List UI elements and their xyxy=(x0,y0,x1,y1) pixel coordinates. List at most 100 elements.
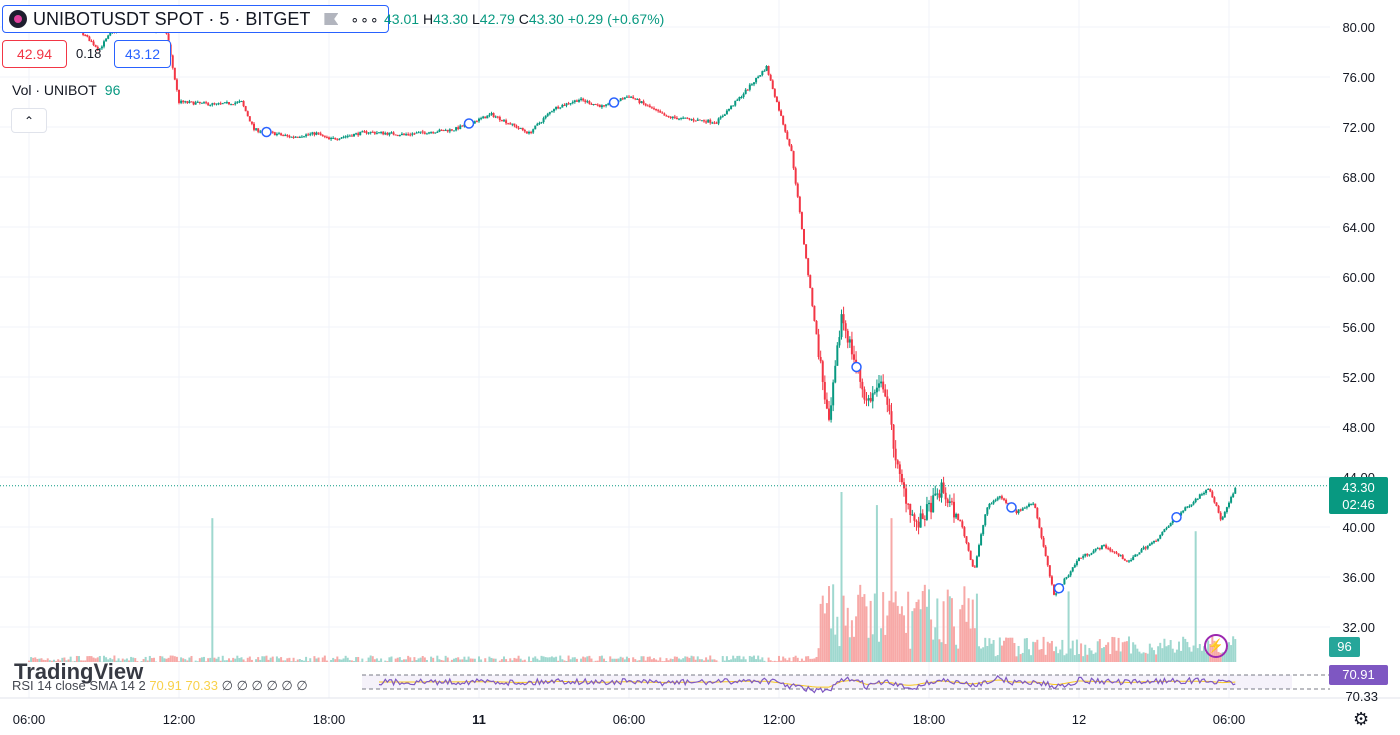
volume-bar xyxy=(707,659,710,662)
candle-body xyxy=(690,119,693,121)
price-tick-label: 60.00 xyxy=(1342,270,1375,285)
buy-button[interactable]: 43.12 xyxy=(114,40,171,68)
candle-body xyxy=(1230,497,1233,503)
price-tick-label: 48.00 xyxy=(1342,420,1375,435)
volume-bar xyxy=(996,655,999,662)
candle-body xyxy=(488,114,491,116)
candle-body xyxy=(859,368,862,382)
volume-bar xyxy=(798,660,801,662)
volume-bar xyxy=(961,604,964,662)
candle-body xyxy=(919,513,922,528)
volume-bar xyxy=(150,658,153,662)
volume-bar xyxy=(57,659,60,662)
event-markers xyxy=(261,97,1182,594)
candle-body xyxy=(315,132,318,135)
volume-bar xyxy=(1153,650,1155,662)
candle-body xyxy=(965,536,968,544)
candle-body xyxy=(780,110,783,116)
volume-bar xyxy=(1090,650,1093,662)
volume-bar xyxy=(763,660,766,662)
volume-bar xyxy=(734,658,737,662)
candle-body xyxy=(817,334,820,357)
candle-body xyxy=(1217,505,1220,513)
candle-body xyxy=(907,503,910,505)
candle-body xyxy=(1125,560,1128,562)
candle-body xyxy=(736,99,739,101)
volume-bar xyxy=(323,655,326,662)
candle-body xyxy=(1046,556,1049,566)
volume-bar xyxy=(98,655,101,662)
price-tick-label: 40.00 xyxy=(1342,520,1375,535)
candle-body xyxy=(1078,557,1080,562)
volume-bar xyxy=(494,658,497,662)
volume-bar xyxy=(244,661,247,662)
volume-bar xyxy=(990,643,993,662)
volume-bar xyxy=(465,659,468,662)
candle-body xyxy=(905,488,908,504)
volume-bar xyxy=(1092,653,1095,662)
volume-bar xyxy=(232,657,235,662)
volume-bar xyxy=(213,657,216,662)
volume-bar xyxy=(882,592,885,662)
candle-body xyxy=(1098,548,1101,550)
volume-bar xyxy=(1105,644,1108,662)
volume-bar xyxy=(225,660,228,662)
volume-bar xyxy=(669,658,672,662)
candle-body xyxy=(421,131,424,133)
candle-body xyxy=(934,493,937,496)
volume-bar xyxy=(636,660,639,662)
volume-bar xyxy=(861,596,864,662)
candle-body xyxy=(865,399,868,401)
volume-bar xyxy=(919,609,922,662)
candle-body xyxy=(630,96,633,98)
candle-body xyxy=(553,109,555,112)
volume-bar xyxy=(786,660,789,662)
sell-button[interactable]: 42.94 xyxy=(2,40,67,68)
candle-body xyxy=(844,323,847,331)
collapse-legend-button[interactable]: ⌃ xyxy=(11,108,47,133)
candle-body xyxy=(984,514,987,526)
volume-bar xyxy=(994,656,997,662)
volume-bar xyxy=(307,661,310,662)
volume-bar xyxy=(275,656,278,662)
candle-body xyxy=(921,513,924,520)
candle-body xyxy=(1075,561,1078,565)
volume-bar xyxy=(259,659,262,662)
volume-bar xyxy=(888,600,891,662)
volume-bar xyxy=(450,659,453,662)
volume-bar xyxy=(805,656,808,662)
candle-body xyxy=(1000,496,1003,499)
last-price-value: 43.30 xyxy=(1342,480,1375,495)
volume-bar xyxy=(832,584,835,662)
volume-bar xyxy=(648,656,651,662)
candle-body xyxy=(988,503,991,508)
candle-body xyxy=(565,103,568,106)
candle-body xyxy=(1167,526,1170,528)
flag-icon[interactable] xyxy=(324,13,339,25)
volume-bar xyxy=(815,656,818,662)
settings-icon[interactable]: ⚙ xyxy=(1353,709,1370,729)
volume-bar xyxy=(1044,654,1047,662)
volume-bar xyxy=(115,660,118,662)
volume-bar xyxy=(728,660,730,662)
more-options-icon[interactable]: ∘∘∘ xyxy=(350,10,380,27)
candle-body xyxy=(319,133,322,136)
candle-body xyxy=(1030,503,1033,505)
candle-body xyxy=(494,116,497,118)
volume-bar xyxy=(530,661,533,662)
candle-body xyxy=(398,135,401,137)
volume-bar xyxy=(594,660,597,662)
symbol-search-box[interactable]: UNIBOTUSDT SPOT · 5 · BITGET ∘∘∘ xyxy=(2,5,389,33)
volume-bar xyxy=(830,628,833,662)
candle-body xyxy=(632,96,635,99)
lightning-icon[interactable]: ⚡ xyxy=(1204,634,1228,658)
candle-body xyxy=(532,129,535,133)
candle-body xyxy=(975,556,978,568)
volume-bar xyxy=(825,603,828,662)
candle-body xyxy=(894,448,897,461)
volume-bar xyxy=(455,657,458,662)
candle-body xyxy=(953,501,955,518)
candle-body xyxy=(990,503,993,505)
time-tick-label: 12 xyxy=(1072,712,1086,727)
